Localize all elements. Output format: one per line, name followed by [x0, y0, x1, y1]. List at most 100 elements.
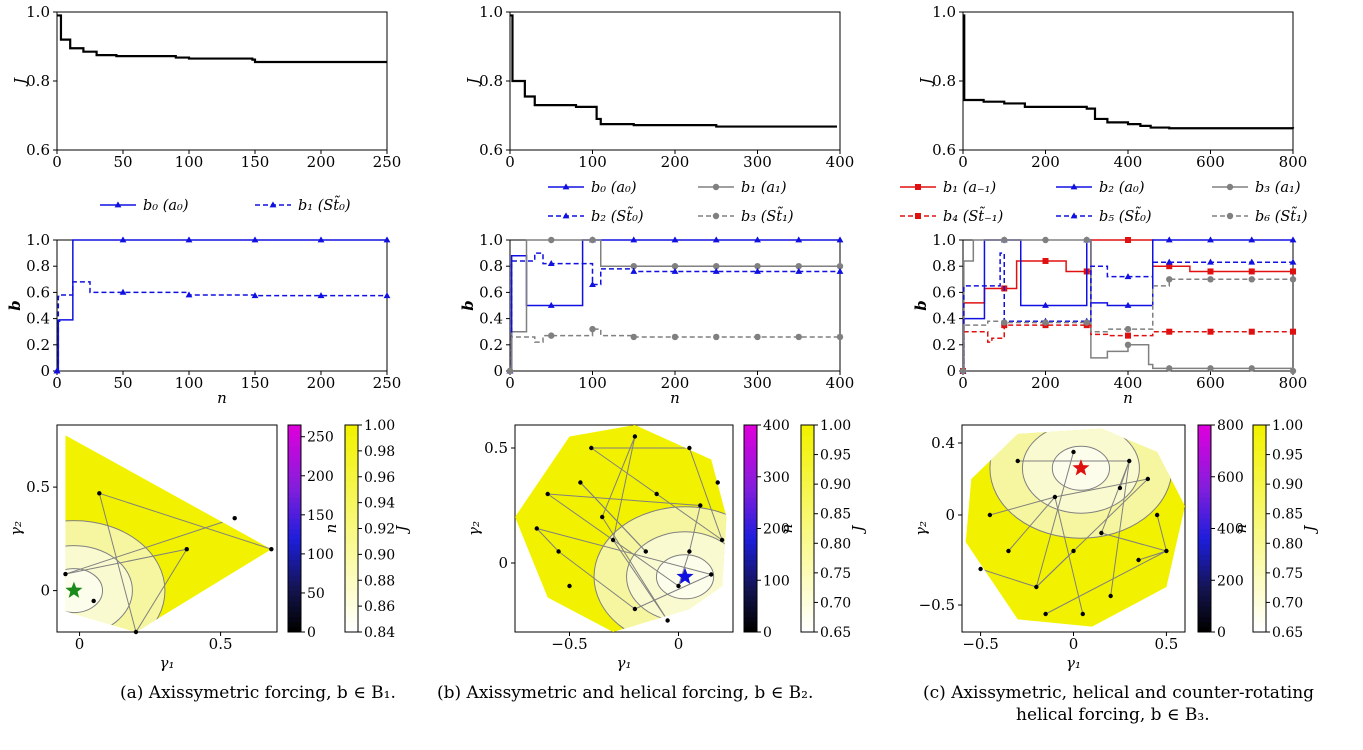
b-map-xtick-label: 0: [674, 635, 684, 653]
a-map-colorbar-n-segment: [288, 575, 301, 581]
a-map-colorbar-J-tick-label: 0.98: [364, 444, 395, 460]
c-params-series-0-marker: [1207, 268, 1214, 275]
a-map-colorbar-J-segment: [345, 440, 358, 447]
a-params-ytick-label: 0.6: [26, 283, 50, 301]
c-map-colorbar-n-tick-label: 200: [1217, 573, 1244, 589]
c-map-colorbar-J-segment: [1253, 523, 1266, 529]
c-map-colorbar-n-segment: [1198, 430, 1211, 436]
b-map-sample-point: [687, 445, 692, 451]
c-params-series-2-marker: [1207, 365, 1214, 372]
c-map-colorbar-n-segment: [1198, 590, 1211, 597]
c-params-series-1-marker: [1248, 236, 1256, 243]
c-map-colorbar-J-segment: [1253, 590, 1266, 597]
c-params-series-2-marker: [1166, 365, 1173, 372]
a-map-colorbar-J-segment: [345, 611, 358, 617]
a-cost-frame: [56, 11, 388, 151]
b-map-colorbar-n-segment: [744, 440, 757, 447]
c-params-xtick-label: 0: [958, 374, 968, 392]
b-map-colorbar-J-segment: [801, 600, 814, 607]
c-map-contour-line: [1035, 451, 1074, 588]
b-map-sample-point: [632, 606, 638, 612]
b-params-xtick-label: 200: [661, 374, 690, 392]
b-map-colorbar-J-segment: [801, 621, 814, 628]
c-params-legend-label: b₁ (a₋₁): [943, 180, 996, 196]
a-map-colorbar-n-segment: [288, 533, 301, 540]
c-map-colorbar-n-segment: [1198, 492, 1211, 498]
b-map-colorbar-J-tick-label: 0.85: [820, 507, 851, 523]
c-map-axes: [958, 424, 1186, 636]
c-map-colorbar-J-label: J: [1301, 525, 1319, 535]
b-map-colorbar-J-segment: [801, 492, 814, 498]
b-map-sample-point: [643, 549, 648, 554]
a-cost-xtick-label: 100: [175, 153, 204, 171]
c-map-colorbar-n-segment: [1198, 626, 1211, 633]
c-map-colorbar-J-tick-label: 0.85: [1272, 507, 1303, 523]
a-map-sample-point: [232, 515, 237, 521]
b-map-colorbar-n-segment: [744, 518, 757, 524]
a-map-colorbar-n-segment: [288, 492, 301, 498]
c-map-colorbar-n-tick-label: 600: [1217, 470, 1244, 486]
a-map-colorbar-J-segment: [345, 497, 358, 504]
a-map-colorbar-J-segment: [345, 569, 358, 576]
b-map-ytick-label: 0.5: [484, 439, 508, 457]
b-params-legend-marker: [712, 212, 720, 220]
c-map-colorbar-n-segment: [1198, 481, 1211, 488]
a-map-colorbar-n-segment: [288, 616, 301, 623]
c-map-colorbar-n-segment: [1198, 450, 1211, 457]
a-map-colorbar-J-segment: [345, 476, 358, 483]
b-map-contour-line: [558, 551, 636, 610]
b-params-series-2-marker: [712, 267, 720, 274]
b-map-colorbar-n-segment: [744, 564, 757, 571]
c-params-series-5-marker: [1207, 276, 1214, 283]
c-params-series-1-marker: [1165, 236, 1173, 243]
c-map-best-point: [1072, 459, 1090, 476]
b-map-colorbar-n-tick-label: 0: [763, 625, 772, 641]
c-params-ytick-label: 0.8: [932, 257, 956, 275]
a-map-colorbar-n-segment: [288, 445, 301, 452]
c-map-colorbar-n-segment: [1198, 487, 1211, 493]
c-params-series-4-marker: [1248, 258, 1256, 265]
b-params-series-0-marker: [712, 236, 720, 243]
a-params-series-0-marker: [119, 236, 127, 243]
a-params-xtick-label: 50: [113, 374, 132, 392]
b-map-colorbar-n-segment: [744, 492, 757, 498]
b-params-legend-label: b₁ (a₁): [741, 180, 786, 196]
c-params-series-5-line: [963, 278, 1293, 372]
a-map-colorbar-n-segment: [288, 621, 301, 628]
c-params-ylabel: b: [912, 300, 930, 311]
b-map-colorbar-J-tick-label: 0.90: [820, 477, 851, 493]
c-params-series-1-line: [963, 239, 1293, 372]
a-map-sample-point: [133, 629, 139, 635]
c-map-sample-point: [1052, 494, 1058, 500]
b-map-colorbar-n-segment: [744, 533, 757, 540]
c-params-series-5-marker: [1042, 319, 1049, 326]
b-map-sample-point: [567, 583, 572, 589]
b-map-sample-point: [687, 549, 692, 554]
b-map-colorbar-n-segment: [744, 611, 757, 617]
c-map-colorbar-J-segment: [1253, 595, 1266, 602]
a-map-colorbar-n-tick-label: 100: [307, 547, 334, 563]
a-map-colorbar-J-segment: [345, 533, 358, 540]
a-map-colorbar-J-segment: [345, 461, 358, 467]
a-map-colorbar-J-tick-label: 0.86: [364, 599, 395, 615]
a-map-colorbar-n-segment: [288, 471, 301, 478]
b-map-colorbar-n-segment: [744, 595, 757, 602]
b-map-colorbar-J-tick-label: 0.80: [820, 536, 851, 552]
b-map-colorbar-n-segment: [744, 507, 757, 514]
a-params-xtick-label: 0: [52, 374, 62, 392]
a-map-colorbar-n-segment: [288, 502, 301, 509]
b-params-series-3-marker: [795, 333, 802, 341]
b-map-colorbar-J-segment: [801, 461, 814, 467]
a-map-colorbar-n-segment: [288, 595, 301, 602]
c-map-colorbar-J-segment: [1253, 528, 1266, 535]
c-map-colorbar-n-segment: [1198, 502, 1211, 509]
a-map-colorbar-J-segment: [345, 430, 358, 436]
b-params-legend-label: b₃ (St̃₁): [741, 206, 794, 225]
a-params-xtick-label: 250: [373, 374, 402, 392]
c-params-series-5-marker: [1166, 276, 1173, 283]
b-params-series-3-line: [510, 328, 840, 372]
b-params-legend-label: b₀ (a₀): [591, 180, 636, 196]
a-params-series-0-marker: [383, 236, 391, 243]
b-params-axes: [506, 236, 844, 375]
b-params-xtick-label: 300: [743, 374, 772, 392]
